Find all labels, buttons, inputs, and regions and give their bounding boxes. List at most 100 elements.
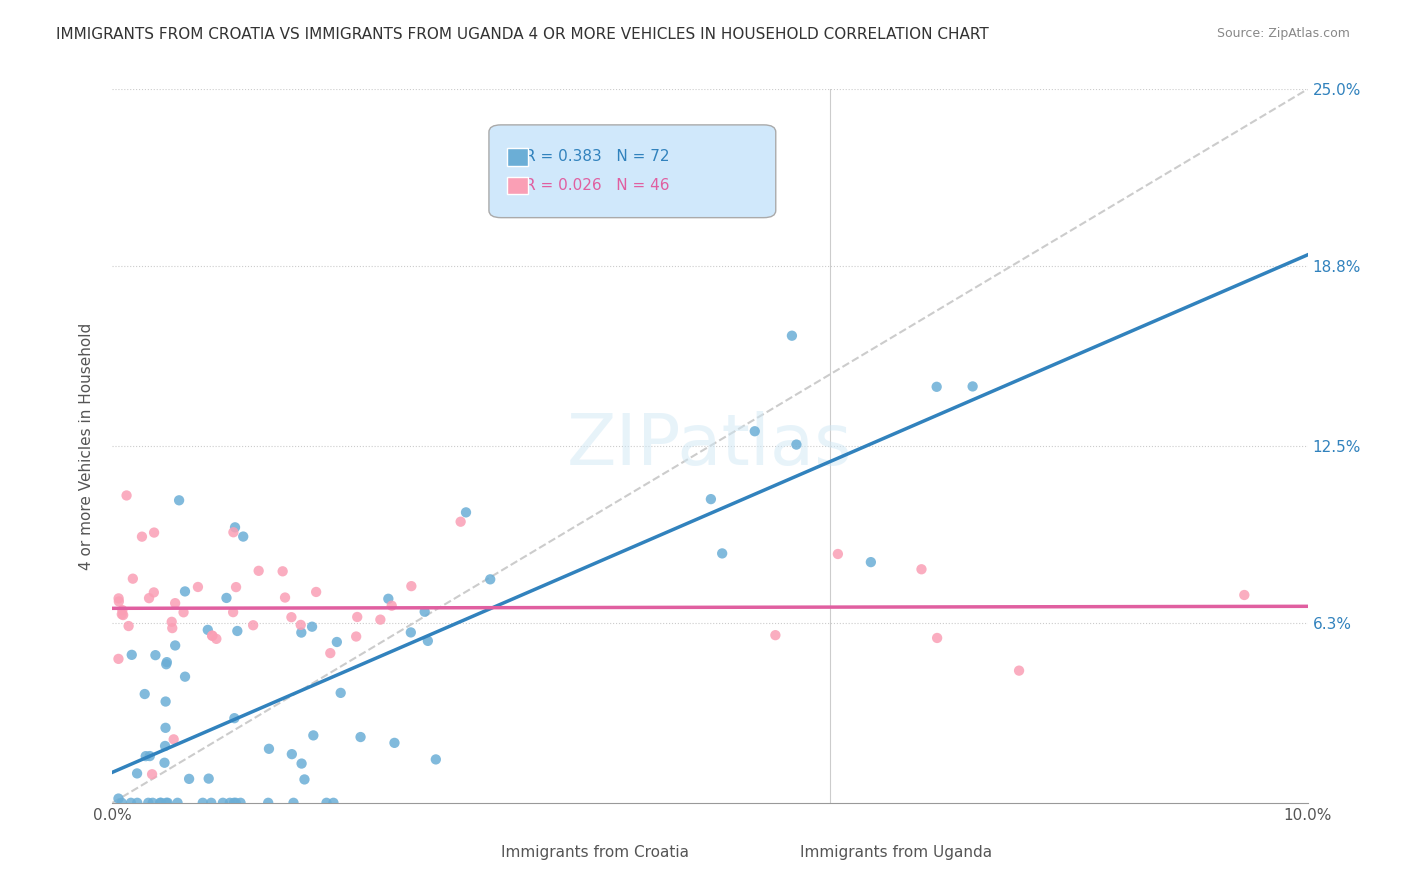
Point	[197, 772, 219, 786]
Point	[1233, 588, 1256, 602]
Text: R = 0.026   N = 46: R = 0.026 N = 46	[524, 178, 669, 193]
Point	[160, 615, 183, 629]
Point	[827, 547, 849, 561]
Point	[201, 629, 224, 643]
Point	[370, 613, 392, 627]
Point	[280, 610, 302, 624]
Point	[744, 424, 766, 438]
Point	[205, 632, 228, 646]
Point	[247, 564, 270, 578]
Point	[271, 564, 294, 578]
Point	[315, 796, 337, 810]
Point	[201, 629, 224, 643]
Point	[163, 732, 186, 747]
Point	[229, 796, 252, 810]
Point	[125, 766, 148, 780]
Point	[111, 796, 134, 810]
Point	[232, 530, 254, 544]
Point	[329, 686, 352, 700]
Point	[222, 525, 245, 540]
Point	[290, 618, 312, 632]
Point	[215, 591, 238, 605]
Point	[859, 555, 882, 569]
Point	[150, 796, 173, 810]
Point	[346, 610, 368, 624]
Point	[222, 796, 245, 810]
Text: R = 0.383   N = 72: R = 0.383 N = 72	[524, 150, 669, 164]
Point	[187, 580, 209, 594]
Point	[121, 648, 143, 662]
Point	[134, 687, 156, 701]
Point	[381, 599, 404, 613]
Point	[344, 630, 367, 644]
Point	[224, 520, 246, 534]
Point	[349, 730, 371, 744]
Point	[780, 328, 803, 343]
Point	[416, 633, 439, 648]
Point	[925, 380, 948, 394]
Point	[305, 585, 328, 599]
Point	[156, 796, 179, 810]
Point	[112, 608, 135, 623]
Point	[910, 562, 932, 576]
Point	[450, 515, 472, 529]
FancyBboxPatch shape	[770, 844, 792, 862]
Point	[319, 646, 342, 660]
Point	[139, 749, 162, 764]
Point	[165, 596, 187, 610]
Point	[257, 741, 280, 756]
Point	[322, 796, 344, 810]
Point	[1008, 664, 1031, 678]
Point	[177, 772, 200, 786]
Text: ZIPatlas: ZIPatlas	[567, 411, 853, 481]
Point	[191, 796, 214, 810]
Point	[111, 603, 134, 617]
FancyBboxPatch shape	[508, 177, 529, 194]
Point	[711, 546, 734, 560]
Point	[174, 584, 197, 599]
Point	[283, 796, 305, 810]
Point	[153, 739, 176, 753]
Point	[141, 767, 163, 781]
Point	[225, 796, 247, 810]
Y-axis label: 4 or more Vehicles in Household: 4 or more Vehicles in Household	[79, 322, 94, 570]
Point	[274, 591, 297, 605]
Point	[212, 796, 235, 810]
Point	[290, 625, 312, 640]
Point	[156, 655, 179, 669]
Point	[120, 796, 142, 810]
Point	[294, 772, 316, 787]
Point	[115, 488, 138, 502]
Point	[200, 796, 222, 810]
Point	[107, 652, 129, 666]
Point	[226, 624, 249, 638]
Point	[162, 621, 184, 635]
Point	[166, 796, 188, 810]
Point	[111, 607, 134, 622]
Point	[377, 591, 399, 606]
Text: Immigrants from Croatia: Immigrants from Croatia	[501, 846, 689, 860]
Point	[107, 791, 129, 805]
Point	[165, 639, 187, 653]
Point	[138, 591, 160, 606]
Point	[155, 796, 177, 810]
Point	[301, 620, 323, 634]
Point	[173, 605, 195, 619]
Point	[145, 648, 167, 662]
Point	[425, 752, 447, 766]
Point	[108, 594, 131, 608]
Point	[291, 756, 314, 771]
Point	[155, 694, 177, 708]
Point	[962, 379, 984, 393]
Point	[167, 493, 190, 508]
Point	[927, 631, 949, 645]
Text: Source: ZipAtlas.com: Source: ZipAtlas.com	[1216, 27, 1350, 40]
Point	[107, 591, 129, 606]
Point	[225, 580, 247, 594]
Point	[281, 747, 304, 761]
Point	[302, 728, 325, 742]
Point	[224, 711, 246, 725]
Point	[399, 625, 422, 640]
Point	[479, 572, 502, 586]
Point	[142, 796, 165, 810]
